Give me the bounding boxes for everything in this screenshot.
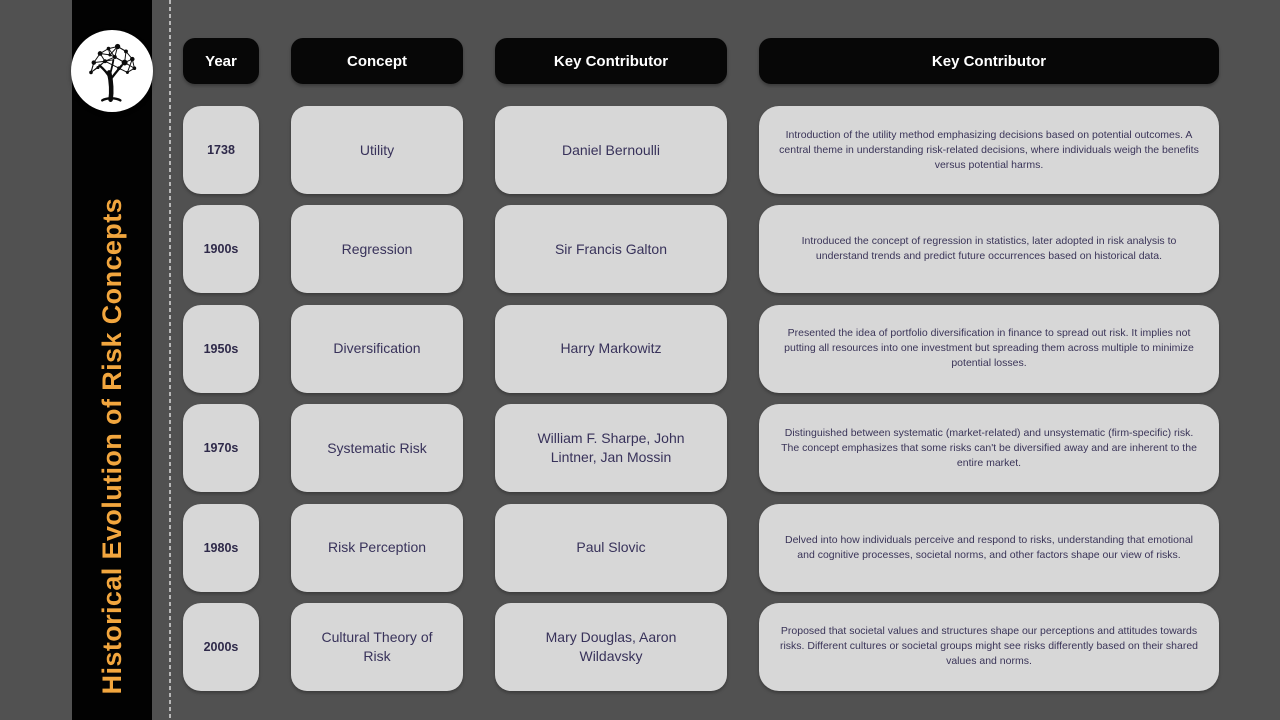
timeline-table: Year Concept Key Contributor Key Contributo… — [183, 38, 1219, 691]
year-cell: 1980s — [183, 503, 259, 592]
year-cell: 1970s — [183, 404, 259, 493]
concept-cell: Systematic Risk — [291, 404, 463, 493]
page-title: Historical Evolution of Risk Concepts — [96, 197, 127, 694]
concept-cell: Cultural Theory of Risk — [291, 602, 463, 691]
contributor-cell: William F. Sharpe, John Lintner, Jan Mos… — [495, 404, 727, 493]
description-cell: Delved into how individuals perceive and… — [759, 503, 1219, 592]
description-cell: Presented the idea of portfolio diversif… — [759, 304, 1219, 393]
table-body: 1738 Utility Daniel Bernoulli Introducti… — [183, 106, 1219, 691]
year-cell: 2000s — [183, 602, 259, 691]
dashed-divider — [169, 0, 171, 720]
description-cell: Introduced the concept of regression in … — [759, 205, 1219, 294]
logo-circle — [71, 30, 153, 112]
contributor-cell: Mary Douglas, Aaron Wildavsky — [495, 602, 727, 691]
sidebar — [72, 0, 152, 720]
table-header-row: Year Concept Key Contributor Key Contributo… — [183, 38, 1219, 84]
network-tree-icon — [89, 43, 137, 102]
contributor-cell: Harry Markowitz — [495, 304, 727, 393]
year-cell: 1738 — [183, 106, 259, 194]
year-cell: 1950s — [183, 304, 259, 393]
column-header: Concept — [291, 38, 463, 84]
contributor-cell: Daniel Bernoulli — [495, 106, 727, 194]
concept-cell: Diversification — [291, 304, 463, 393]
concept-cell: Utility — [291, 106, 463, 194]
description-cell: Proposed that societal values and struct… — [759, 602, 1219, 691]
contributor-cell: Sir Francis Galton — [495, 205, 727, 294]
column-header: Key Contributor — [759, 38, 1219, 84]
column-header: Key Contributor — [495, 38, 727, 84]
description-cell: Introduction of the utility method empha… — [759, 106, 1219, 194]
contributor-cell: Paul Slovic — [495, 503, 727, 592]
year-cell: 1900s — [183, 205, 259, 294]
column-header: Year — [183, 38, 259, 84]
description-cell: Distinguished between systematic (market… — [759, 404, 1219, 493]
concept-cell: Regression — [291, 205, 463, 294]
concept-cell: Risk Perception — [291, 503, 463, 592]
